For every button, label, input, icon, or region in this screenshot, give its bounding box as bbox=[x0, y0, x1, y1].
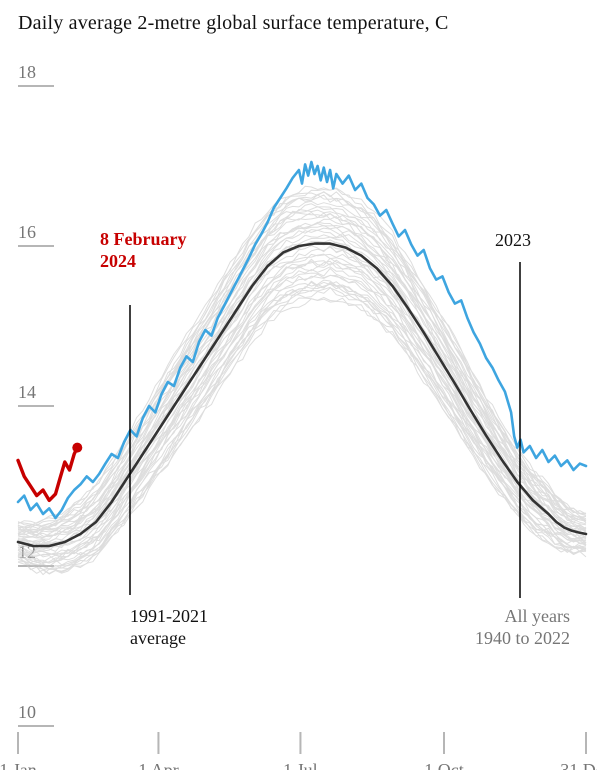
annotation-2024-label: 2024 bbox=[100, 251, 136, 271]
annotation-average-label: average bbox=[130, 628, 186, 648]
x-tick-label: 1 Jul bbox=[283, 760, 318, 770]
historical-year-line bbox=[18, 268, 586, 562]
temperature-chart: 10121416181 Jan1 Apr1 Jul1 Oct31 Dec8 Fe… bbox=[0, 0, 597, 770]
line-2024 bbox=[18, 448, 77, 501]
x-tick-label: 31 Dec bbox=[560, 760, 597, 770]
y-tick-label: 10 bbox=[18, 702, 36, 722]
historical-year-line bbox=[18, 284, 586, 570]
annotation-allyears-label: All years bbox=[505, 606, 570, 626]
annotation-2024-label: 8 February bbox=[100, 229, 186, 249]
annotation-average-label: 1991-2021 bbox=[130, 606, 208, 626]
line-2024-end-dot bbox=[72, 443, 82, 453]
y-tick-label: 18 bbox=[18, 62, 36, 82]
annotations: 8 February2024 1991-2021average 2023 All ye… bbox=[100, 229, 570, 648]
historical-year-line bbox=[18, 230, 586, 544]
annotation-2023-label: 2023 bbox=[495, 230, 531, 250]
x-tick-label: 1 Jan bbox=[0, 760, 37, 770]
annotation-allyears-label: 1940 to 2022 bbox=[475, 628, 570, 648]
y-tick-label: 16 bbox=[18, 222, 36, 242]
x-tick-label: 1 Apr bbox=[138, 760, 179, 770]
historical-year-line bbox=[18, 254, 586, 551]
axes: 10121416181 Jan1 Apr1 Jul1 Oct31 Dec bbox=[0, 62, 597, 770]
y-tick-label: 14 bbox=[18, 382, 36, 402]
historical-year-line bbox=[18, 280, 586, 565]
x-tick-label: 1 Oct bbox=[424, 760, 464, 770]
